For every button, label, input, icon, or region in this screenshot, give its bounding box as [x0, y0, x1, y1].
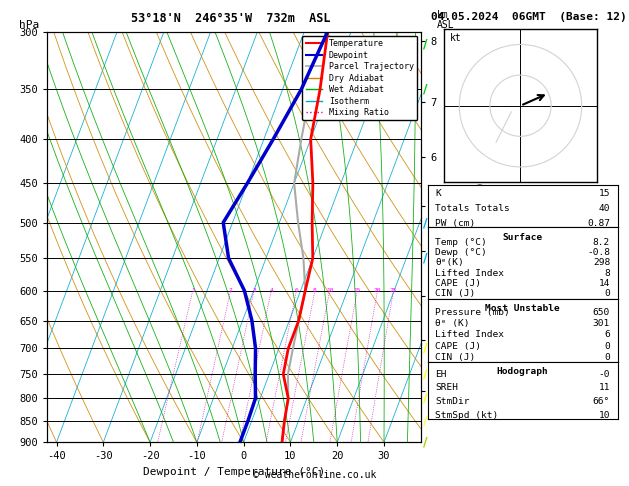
Text: 04.05.2024  06GMT  (Base: 12): 04.05.2024 06GMT (Base: 12)	[431, 12, 626, 22]
Text: Dewp (°C): Dewp (°C)	[435, 248, 487, 257]
Text: Totals Totals: Totals Totals	[435, 204, 510, 213]
Text: PW (cm): PW (cm)	[435, 219, 476, 228]
Text: 0: 0	[604, 353, 610, 362]
Text: 6: 6	[294, 288, 298, 293]
Text: /: /	[423, 367, 428, 381]
Text: 10: 10	[599, 411, 610, 420]
Text: CAPE (J): CAPE (J)	[435, 279, 481, 288]
Text: kt: kt	[450, 34, 462, 43]
Text: 25: 25	[390, 288, 398, 293]
Text: StmSpd (kt): StmSpd (kt)	[435, 411, 499, 420]
Text: /: /	[423, 37, 428, 51]
Text: StmDir: StmDir	[435, 397, 470, 406]
Text: 53°18'N  246°35'W  732m  ASL: 53°18'N 246°35'W 732m ASL	[131, 12, 331, 25]
Text: Lifted Index: Lifted Index	[435, 269, 504, 278]
Text: θᵉ(K): θᵉ(K)	[435, 258, 464, 267]
Y-axis label: Mixing Ratio (g/kg): Mixing Ratio (g/kg)	[476, 181, 486, 293]
Text: Lifted Index: Lifted Index	[435, 330, 504, 339]
Text: 4: 4	[269, 288, 273, 293]
Text: /: /	[423, 252, 428, 265]
Text: 8.2: 8.2	[593, 238, 610, 246]
Text: SREH: SREH	[435, 383, 459, 392]
Text: 3: 3	[252, 288, 256, 293]
Text: 1: 1	[191, 288, 194, 293]
Text: 0: 0	[604, 342, 610, 351]
Text: 8: 8	[313, 288, 317, 293]
Text: km
ASL: km ASL	[437, 10, 454, 30]
Text: 0: 0	[604, 289, 610, 298]
Text: Most Unstable: Most Unstable	[486, 304, 560, 313]
Text: /: /	[423, 83, 428, 96]
Text: EH: EH	[435, 370, 447, 379]
Text: 66°: 66°	[593, 397, 610, 406]
Text: /: /	[423, 415, 428, 427]
Text: Hodograph: Hodograph	[497, 366, 548, 376]
Text: 10: 10	[326, 288, 333, 293]
Legend: Temperature, Dewpoint, Parcel Trajectory, Dry Adiabat, Wet Adiabat, Isotherm, Mi: Temperature, Dewpoint, Parcel Trajectory…	[303, 36, 417, 121]
Text: 14: 14	[599, 279, 610, 288]
Text: Pressure (mb): Pressure (mb)	[435, 308, 510, 317]
Text: /: /	[423, 392, 428, 405]
Text: /: /	[423, 342, 428, 355]
Text: hPa: hPa	[19, 19, 40, 30]
Text: /: /	[423, 436, 428, 449]
Text: 2: 2	[229, 288, 233, 293]
Text: 11: 11	[599, 383, 610, 392]
Text: Surface: Surface	[503, 233, 543, 242]
Text: Temp (°C): Temp (°C)	[435, 238, 487, 246]
Text: CIN (J): CIN (J)	[435, 289, 476, 298]
Text: 301: 301	[593, 319, 610, 328]
Text: 6: 6	[604, 330, 610, 339]
Text: © weatheronline.co.uk: © weatheronline.co.uk	[253, 470, 376, 480]
Text: 15: 15	[353, 288, 361, 293]
Text: -0.8: -0.8	[587, 248, 610, 257]
Text: LCL: LCL	[437, 394, 452, 403]
Text: 650: 650	[593, 308, 610, 317]
Text: -0: -0	[599, 370, 610, 379]
Text: 20: 20	[374, 288, 381, 293]
Text: 0.87: 0.87	[587, 219, 610, 228]
X-axis label: Dewpoint / Temperature (°C): Dewpoint / Temperature (°C)	[143, 467, 325, 477]
Text: CAPE (J): CAPE (J)	[435, 342, 481, 351]
Text: θᵉ (K): θᵉ (K)	[435, 319, 470, 328]
Text: 40: 40	[599, 204, 610, 213]
Text: 298: 298	[593, 258, 610, 267]
Text: K: K	[435, 189, 441, 198]
Text: 15: 15	[599, 189, 610, 198]
Text: /: /	[423, 216, 428, 229]
Text: 8: 8	[604, 269, 610, 278]
Text: CIN (J): CIN (J)	[435, 353, 476, 362]
